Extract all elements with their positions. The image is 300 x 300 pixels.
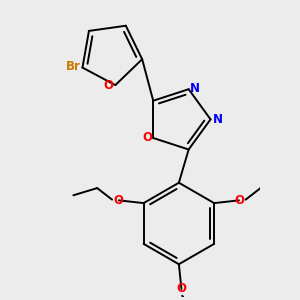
Text: N: N (190, 82, 200, 94)
Text: O: O (103, 79, 114, 92)
Text: Br: Br (66, 60, 81, 73)
Text: O: O (142, 131, 152, 145)
Text: O: O (176, 283, 187, 296)
Text: N: N (213, 113, 223, 126)
Text: O: O (234, 194, 244, 207)
Text: O: O (114, 194, 124, 207)
